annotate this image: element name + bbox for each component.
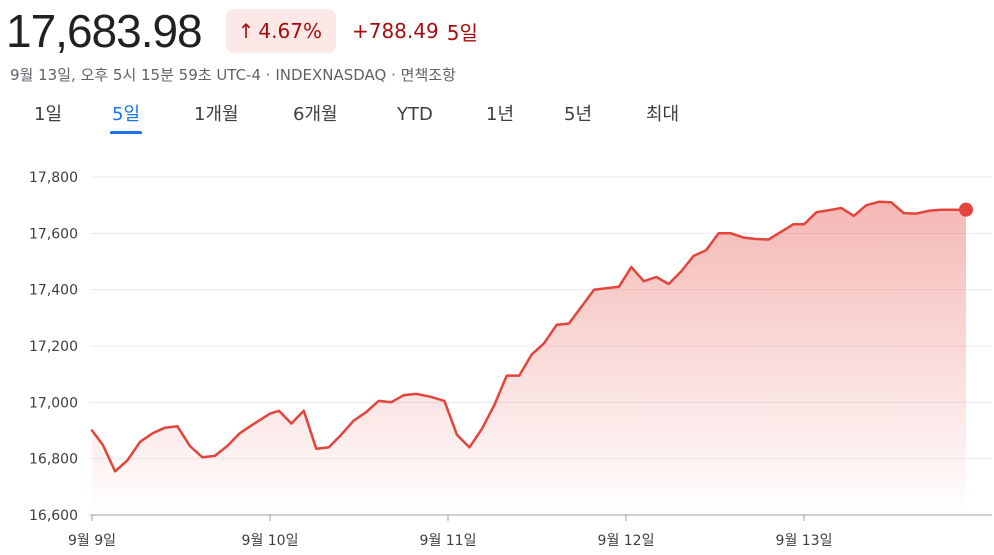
x-tick-label: 9월 11일 xyxy=(420,533,477,549)
quote-header: 17,683.98 ↑ 4.67% +788.49 5일 xyxy=(6,0,478,62)
y-tick-label: 17,000 xyxy=(29,395,78,411)
y-tick-label: 16,800 xyxy=(29,452,78,468)
chart-ticks: 16,600 16,800 17,000 17,200 17,400 17,600 17,8… xyxy=(29,170,832,549)
change-value: +788.49 xyxy=(351,19,439,43)
change-percent: 4.67% xyxy=(258,19,322,43)
current-price: 17,683.98 xyxy=(6,5,203,57)
tab-1d[interactable]: 1일 xyxy=(34,104,63,125)
y-tick-label: 17,200 xyxy=(29,339,78,355)
y-tick-label: 16,600 xyxy=(29,508,78,524)
arrow-up-icon: ↑ xyxy=(237,19,255,43)
change-percent-badge: ↑ 4.67% xyxy=(225,9,336,53)
current-price-dot xyxy=(958,202,973,217)
series-area-fill xyxy=(92,201,966,516)
tab-1m[interactable]: 1개월 xyxy=(194,104,239,125)
quote-meta: 9월 13일, 오후 5시 15분 59초 UTC-4 · INDEXNASDA… xyxy=(10,66,456,84)
tab-5d[interactable]: 5일 xyxy=(109,100,143,134)
series-line xyxy=(90,200,968,473)
tab-5y[interactable]: 5년 xyxy=(564,104,593,125)
x-tick-label: 9월 9일 xyxy=(68,533,116,549)
tab-1y[interactable]: 1년 xyxy=(486,104,515,125)
y-tick-label: 17,400 xyxy=(29,283,78,299)
y-tick-label: 17,800 xyxy=(29,170,78,186)
tab-6m[interactable]: 6개월 xyxy=(293,104,338,125)
price-chart[interactable]: 16,600 16,800 17,000 17,200 17,400 17,600 17,8… xyxy=(0,150,994,555)
tab-max[interactable]: 최대 xyxy=(646,104,680,125)
change-period: 5일 xyxy=(446,20,478,45)
x-tick-label: 9월 10일 xyxy=(242,533,299,549)
y-tick-label: 17,600 xyxy=(29,226,78,242)
tab-ytd[interactable]: YTD xyxy=(397,104,433,125)
range-tabs: 1일 5일 1개월 6개월 YTD 1년 5년 최대 xyxy=(0,100,994,136)
chart-line-layer xyxy=(90,200,973,473)
x-tick-label: 9월 12일 xyxy=(598,533,655,549)
x-tick-label: 9월 13일 xyxy=(776,533,833,549)
chart-area-layer xyxy=(92,201,966,516)
